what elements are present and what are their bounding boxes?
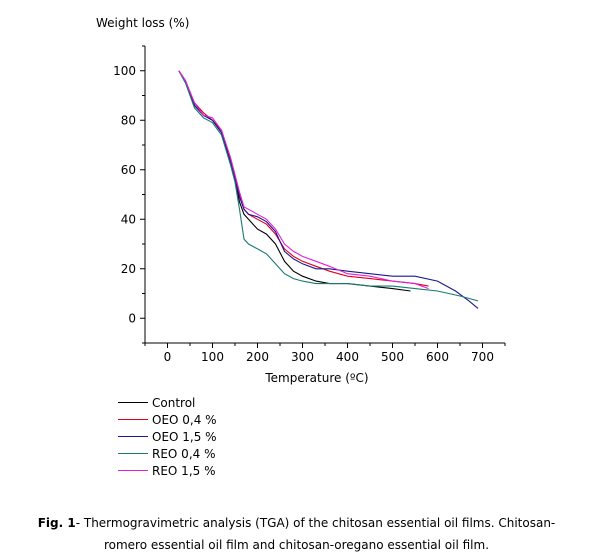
x-tick-label: 400 [336,350,359,364]
legend-swatch [118,470,148,471]
x-tick-label: 200 [246,350,269,364]
figure-caption: Fig. 1- Thermogravimetric analysis (TGA)… [0,512,593,556]
x-tick-label: 700 [471,350,494,364]
series-line-oeo-1-5 [178,70,479,309]
legend-swatch [118,402,148,403]
y-tick-label: 100 [113,64,136,78]
legend: Control OEO 0,4 % OEO 1,5 % REO 0,4 % REO 1,… [118,394,217,479]
y-tick-label: 0 [128,311,136,325]
y-tick-label: 60 [121,163,136,177]
legend-entry: OEO 1,5 % [118,428,217,445]
x-axis-label: Temperature (ºC) [264,371,368,385]
y-tick-label: 40 [121,212,136,226]
y-tick-label: 20 [121,262,136,276]
series-group [178,70,479,309]
x-tick-label: 600 [426,350,449,364]
series-line-reo-0-4 [178,70,479,302]
caption-fig-label: Fig. 1 [37,516,76,530]
legend-entry: OEO 0,4 % [118,411,217,428]
tga-chart: Weight loss (%) 0 100 200 300 400 500 600 700 0 2… [96,16,506,385]
legend-label: REO 0,4 % [152,446,216,461]
legend-swatch [118,419,148,420]
caption-line-1: - Thermogravimetric analysis (TGA) of th… [75,516,556,530]
legend-label: OEO 1,5 % [152,429,217,444]
legend-label: OEO 0,4 % [152,412,217,427]
legend-entry: Control [118,394,217,411]
series-line-reo-1-5 [178,70,429,290]
axes [144,46,505,344]
y-axis-label: Weight loss (%) [96,16,189,30]
caption-line-2: romero essential oil film and chitosan-o… [103,538,490,552]
series-line-control [178,70,411,292]
legend-label: Control [152,395,196,410]
x-tick-label: 300 [291,350,314,364]
y-tick-label: 80 [121,113,136,127]
ticks: 0 100 200 300 400 500 600 700 0 20 40 60 80 100 [113,45,506,364]
x-tick-label: 0 [164,350,172,364]
legend-swatch [118,436,148,437]
legend-swatch [118,453,148,454]
legend-entry: REO 1,5 % [118,462,217,479]
x-tick-label: 500 [381,350,404,364]
series-line-oeo-0-4 [178,70,429,287]
legend-label: REO 1,5 % [152,463,216,478]
legend-entry: REO 0,4 % [118,445,217,462]
x-tick-label: 100 [201,350,224,364]
